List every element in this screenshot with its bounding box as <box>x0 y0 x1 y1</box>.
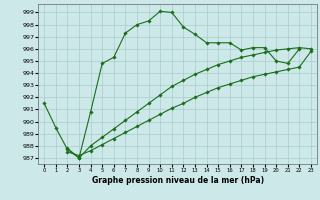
X-axis label: Graphe pression niveau de la mer (hPa): Graphe pression niveau de la mer (hPa) <box>92 176 264 185</box>
